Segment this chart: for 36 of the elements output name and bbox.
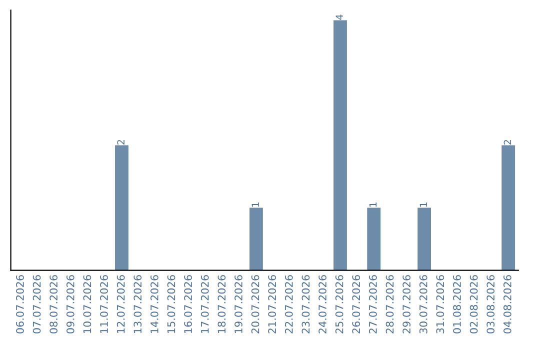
- x-tick-label: 20.07.2026: [251, 275, 260, 334]
- data-label: 2: [504, 140, 511, 145]
- x-tick-label: 25.07.2026: [335, 275, 344, 334]
- x-tick-label: 21.07.2026: [268, 275, 276, 334]
- x-tick-label: 24.07.2026: [318, 275, 326, 334]
- x-tick-label: 29.07.2026: [402, 275, 410, 334]
- x-tick-label: 03.08.2026: [486, 275, 495, 334]
- x-tick-label: 18.07.2026: [218, 275, 226, 333]
- x-tick-label: 27.07.2026: [368, 275, 377, 334]
- x-tick-label: 14.07.2026: [150, 275, 158, 333]
- x-tick-label: 13.07.2026: [134, 275, 142, 333]
- x-tick-label: 15.07.2026: [167, 275, 176, 333]
- x-tick-label: 17.07.2026: [200, 275, 209, 333]
- data-label: 2: [117, 140, 124, 145]
- x-tick-label: 28.07.2026: [386, 275, 394, 334]
- x-tick-label: 19.07.2026: [234, 275, 242, 333]
- x-tick-label: 23.07.2026: [302, 275, 310, 334]
- x-tick-label: 01.08.2026: [453, 275, 461, 334]
- x-tick-label: 04.08.2026: [503, 275, 512, 334]
- data-label: 4: [336, 14, 343, 20]
- x-tick-label: 09.07.2026: [66, 275, 74, 334]
- x-tick-label: 02.08.2026: [470, 275, 478, 334]
- x-tick-label: 12.07.2026: [116, 275, 125, 333]
- data-label: 1: [420, 202, 427, 207]
- x-tick-label: 31.07.2026: [436, 275, 444, 334]
- x-tick-label: 11.07.2026: [100, 275, 108, 333]
- data-label: 1: [369, 202, 377, 207]
- x-tick-label: 30.07.2026: [419, 275, 428, 334]
- data-label: 1: [252, 202, 259, 207]
- x-tick-label: 16.07.2026: [184, 275, 192, 333]
- x-tick-label: 08.07.2026: [50, 275, 58, 334]
- x-tick-label: 07.07.2026: [32, 275, 41, 334]
- x-tick-label: 26.07.2026: [352, 275, 360, 334]
- x-tick-label: 06.07.2026: [16, 275, 24, 334]
- x-tick-label: 22.07.2026: [284, 275, 293, 334]
- x-tick-label: 10.07.2026: [83, 275, 92, 333]
